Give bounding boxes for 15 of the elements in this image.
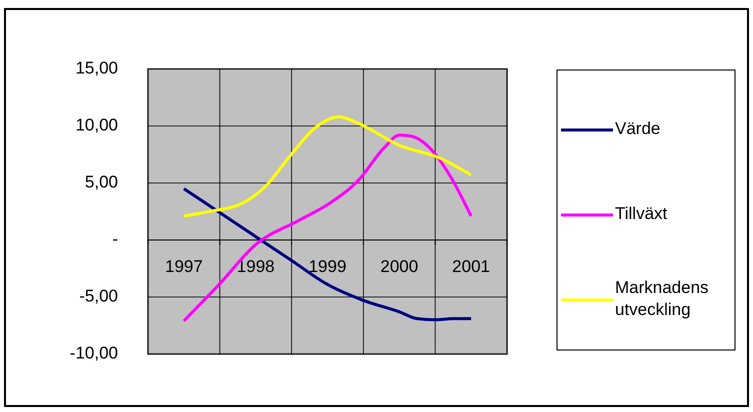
legend-label: Tillväxt (615, 204, 668, 224)
y-tick-label: - (112, 229, 118, 248)
x-tick-label: 1999 (308, 257, 346, 276)
y-tick-label: 10,00 (75, 115, 118, 134)
legend-label: Marknadens utveckling (615, 278, 709, 320)
y-tick-label: 15,00 (75, 58, 118, 78)
x-tick-label: 1997 (164, 257, 203, 276)
legend-label: Värde (615, 119, 660, 138)
y-tick-label: -5,00 (79, 286, 118, 306)
x-tick-label: 2000 (380, 257, 418, 276)
line-series (182, 115, 473, 218)
y-tick-label: 5,00 (84, 172, 118, 192)
x-tick-label: 1998 (236, 257, 275, 276)
x-tick-label: 2001 (452, 257, 490, 276)
y-tick-label: -10,00 (70, 343, 118, 362)
